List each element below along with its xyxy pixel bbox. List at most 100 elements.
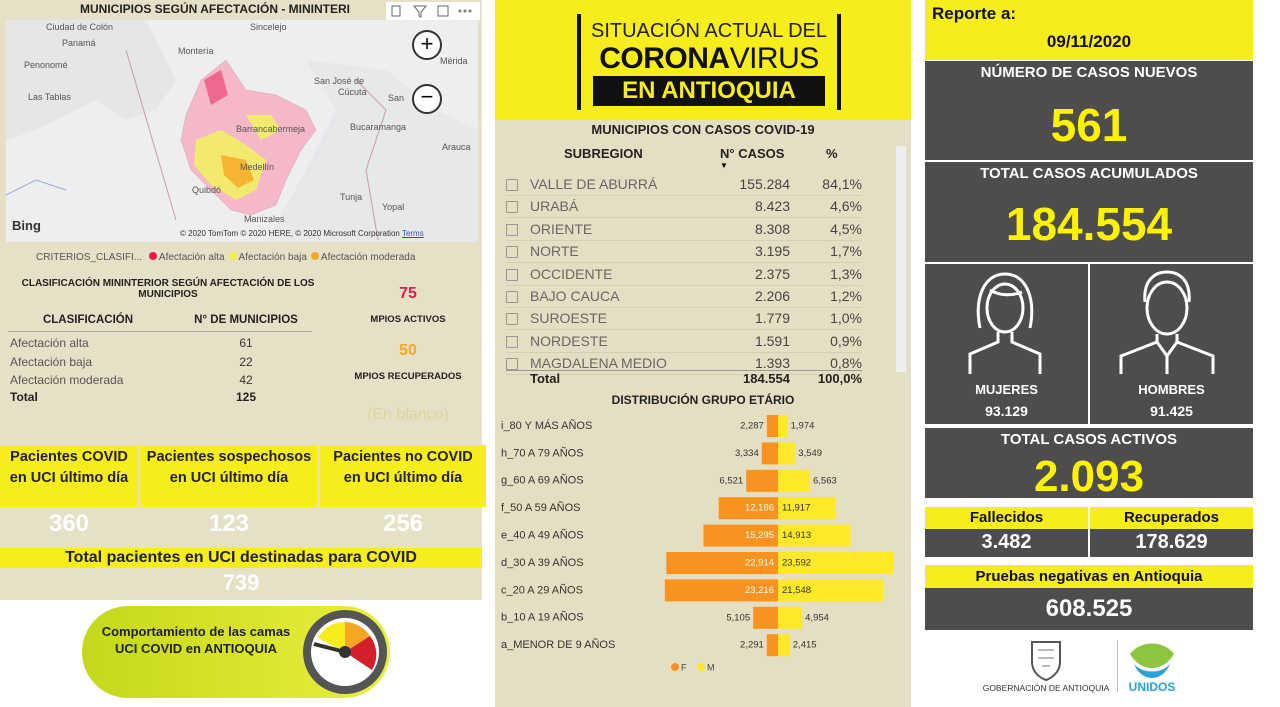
value-label: 2,415 <box>793 640 817 651</box>
expand-icon <box>506 246 518 259</box>
bar <box>746 469 778 492</box>
subregion-pct: 0,8% <box>830 355 862 372</box>
new-cases-card <box>925 61 1253 160</box>
expand-icon <box>506 268 518 281</box>
bing-logo: Bing <box>12 218 41 233</box>
map[interactable]: Ciudad de Colón Panamá Penonomé Las Tabl… <box>6 20 478 242</box>
row-rule <box>506 195 862 196</box>
legend-item[interactable]: Afectación moderada <box>310 252 415 263</box>
map-label: Montería <box>178 46 214 56</box>
terms-link[interactable]: Terms <box>401 229 424 238</box>
active-card <box>925 428 1253 498</box>
banner-bar <box>577 14 581 110</box>
subregion-pct: 4,6% <box>830 198 862 215</box>
expand-icon <box>506 335 518 348</box>
subregion-pct: 1,3% <box>830 265 862 282</box>
unidos-icon <box>1130 643 1174 678</box>
class-name: Afectación moderada <box>10 373 124 387</box>
expand-icon <box>506 291 518 303</box>
subregion-name: BAJO CAUCA <box>530 288 620 304</box>
row-rule <box>506 262 862 264</box>
sort-arrow[interactable]: ▼ <box>720 161 728 170</box>
banner-bar <box>837 14 841 110</box>
map-label: Arauca <box>442 142 471 152</box>
bar <box>778 606 803 629</box>
subregion-cases: 1.779 <box>754 310 790 327</box>
subregion-pct: 1,2% <box>830 288 862 304</box>
legend-label: Afectación baja <box>238 252 307 263</box>
uci-card-header <box>320 445 486 507</box>
zoom-out[interactable]: − <box>412 84 442 114</box>
zoom-in[interactable]: + <box>412 30 442 60</box>
map-title: MUNICIPIOS SEGÚN AFECTACIÓN - MININTERI <box>80 2 350 16</box>
sub-total-cases: 184.554 <box>743 371 790 386</box>
uci-total-bar <box>0 548 482 568</box>
value-label: 23,592 <box>782 558 811 569</box>
bar <box>778 579 884 602</box>
row-rule <box>506 284 862 286</box>
banner-box: SITUACIÓN ACTUAL DEL CORONAVIRUS EN ANTI… <box>535 10 885 112</box>
subregion-name: NORTE <box>530 243 579 260</box>
subregion-pct: 1,7% <box>830 243 862 260</box>
class-total-label: Total <box>10 390 38 404</box>
subregion-pct: 0,9% <box>830 332 862 349</box>
class-count: 42 <box>239 373 253 387</box>
legend-item[interactable]: Afectación baja <box>228 252 307 263</box>
category-label: c_20 A 29 AÑOS <box>501 583 583 596</box>
subregion-cases: 3.195 <box>754 243 790 260</box>
category-label: i_80 Y MÁS AÑOS <box>501 419 592 432</box>
new-cases-label: NÚMERO DE CASOS NUEVOS <box>980 64 1198 81</box>
value-label: 14,913 <box>782 530 811 541</box>
button-label: Comportamiento de las camas UCI COVID en… <box>101 624 291 656</box>
recovered: 178.629 <box>1135 531 1208 553</box>
header-rule <box>8 331 312 332</box>
visual-toolbar[interactable] <box>386 2 480 20</box>
legend-marker <box>671 663 679 671</box>
subregion-pct: 1,0% <box>830 310 862 327</box>
banner-line3: EN ANTIOQUIA <box>593 76 825 106</box>
legend-label: F <box>681 662 687 672</box>
category-label: b_10 A 19 AÑOS <box>501 611 584 624</box>
active-label: TOTAL CASOS ACTIVOS <box>1000 431 1178 448</box>
expand-icon <box>506 201 518 214</box>
row-rule <box>506 217 862 219</box>
subregion-cases: 8.423 <box>754 198 790 215</box>
blank-card: (En blanco) <box>367 406 449 423</box>
category-label: d_30 A 39 AÑOS <box>501 556 584 569</box>
expand-icon <box>506 358 518 371</box>
category-label: f_50 A 59 AÑOS <box>501 501 581 514</box>
negative-tests: 608.525 <box>1045 595 1133 622</box>
uci-card-header <box>140 445 318 507</box>
banner-line1: SITUACIÓN ACTUAL DEL <box>591 20 827 42</box>
row-rule <box>506 307 862 308</box>
subregion-pct: 84,1% <box>822 176 862 192</box>
category-label: a_MENOR DE 9 AÑOS <box>501 638 615 651</box>
divider <box>1088 507 1090 557</box>
virus: VIRUS <box>729 42 820 75</box>
total-rule <box>506 370 862 371</box>
value-label: 2,287 <box>740 421 764 432</box>
scrollbar[interactable] <box>896 146 906 372</box>
row-rule <box>506 374 862 376</box>
category-label: e_40 A 49 AÑOS <box>501 529 584 542</box>
expand-icon <box>506 313 518 326</box>
bar <box>778 497 837 520</box>
value-label: 11,917 <box>782 503 810 514</box>
uci-button[interactable]: Comportamiento de las camas UCI COVID en… <box>82 606 390 698</box>
row-rule <box>506 351 862 353</box>
subregion-cases: 1.393 <box>754 355 790 372</box>
women-label: MUJERES <box>975 382 1038 397</box>
bar <box>718 497 778 520</box>
map-label: San José de <box>314 76 365 86</box>
man-icon <box>1119 270 1215 374</box>
map-label: Cúcuta <box>338 87 367 97</box>
copyright-text: © 2020 TomTom © 2020 HERE, © 2020 Micros… <box>180 229 400 238</box>
subregion-cases: 1.591 <box>754 332 790 349</box>
subregion-name: NORDESTE <box>530 332 608 349</box>
men-card <box>1090 264 1253 424</box>
toolbar-icons <box>391 5 472 18</box>
legend-item[interactable]: Afectación alta <box>148 252 225 263</box>
subregion-cases: 2.375 <box>754 265 790 282</box>
row-rule <box>506 239 862 241</box>
subregion-cases: 8.308 <box>754 220 790 237</box>
